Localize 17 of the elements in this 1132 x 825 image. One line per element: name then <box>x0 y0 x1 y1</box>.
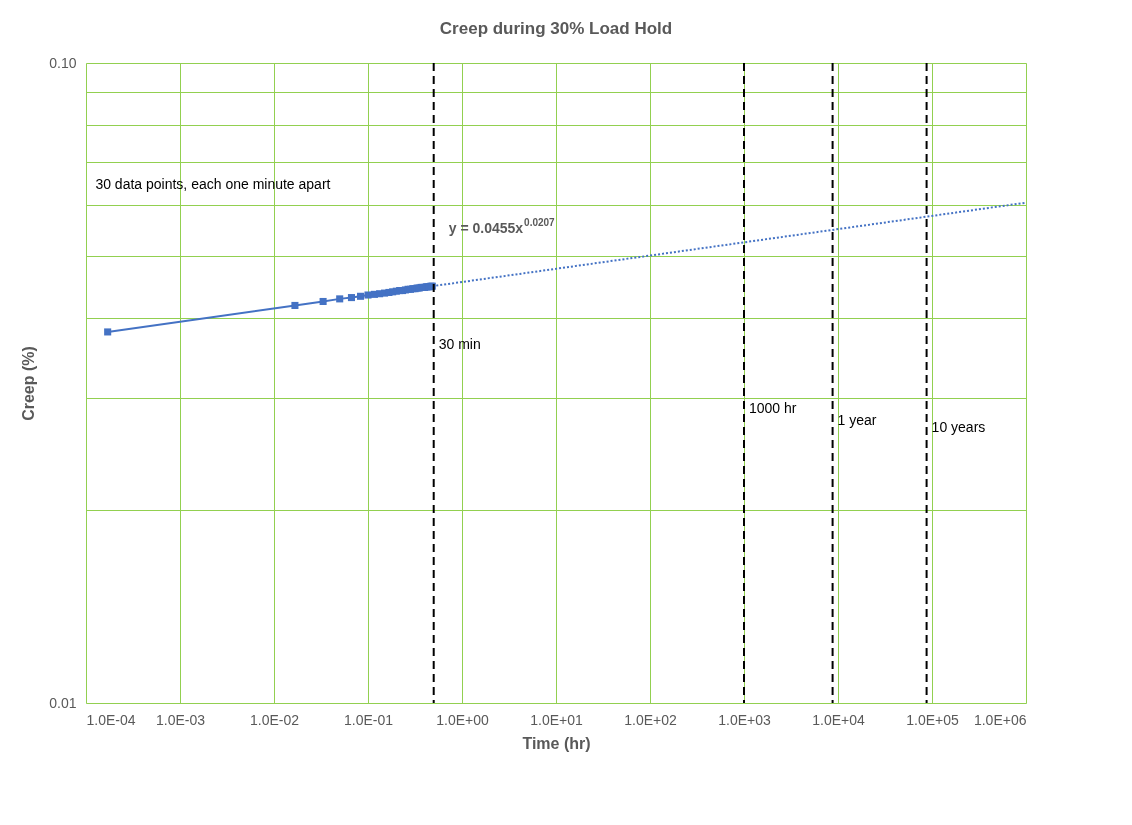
x-axis-title: Time (hr) <box>522 734 591 752</box>
x-tick-label: 1.0E-02 <box>249 711 300 728</box>
x-tick-label: 1.0E+05 <box>906 711 959 728</box>
y-tick-label: 0.10 <box>49 54 77 71</box>
chart-title: Creep during 30% Load Hold <box>439 19 673 38</box>
x-tick-label: 1.0E-01 <box>343 711 394 728</box>
x-tick-label: 1.0E+01 <box>530 711 583 728</box>
x-tick-label: 1.0E+06 <box>973 711 1027 728</box>
x-tick-label: 1.0E-03 <box>155 711 206 728</box>
ref-line-label: 1000 hr <box>749 399 797 416</box>
x-tick-label: 1.0E+00 <box>436 711 489 728</box>
y-tick-label: 0.01 <box>49 694 77 711</box>
x-tick-label: 1.0E-04 <box>86 711 136 728</box>
x-tick-label: 1.0E+04 <box>812 711 865 728</box>
x-tick-label: 1.0E+03 <box>718 711 771 728</box>
x-tick-label: 1.0E+02 <box>624 711 677 728</box>
y-axis-title: Creep (%) <box>20 346 38 421</box>
